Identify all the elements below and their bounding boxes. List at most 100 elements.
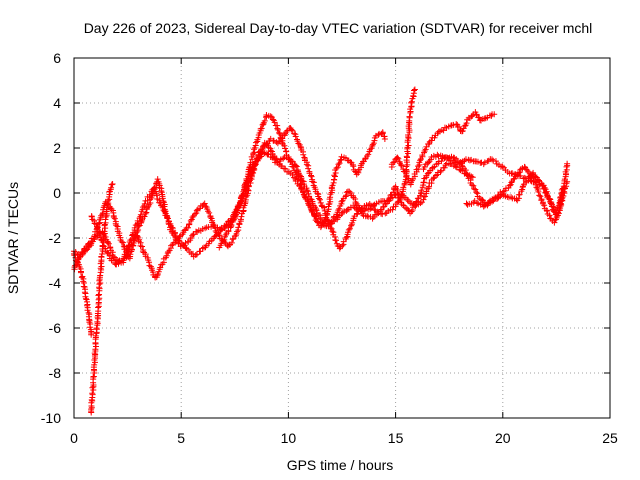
data-point (355, 168, 362, 175)
data-point (168, 242, 175, 249)
data-point (193, 207, 200, 214)
data-point (311, 212, 318, 219)
data-point (159, 204, 166, 211)
data-point (544, 208, 551, 215)
data-point (481, 159, 488, 166)
data-point (375, 131, 382, 138)
data-point (434, 169, 441, 176)
data-point (560, 193, 567, 200)
data-point (408, 99, 415, 106)
y-tick-label: 0 (53, 185, 61, 201)
data-point (305, 165, 312, 172)
gridlines (74, 58, 610, 418)
data-point (93, 325, 100, 332)
data-point (405, 135, 412, 142)
data-point (343, 234, 350, 241)
data-point (489, 156, 496, 163)
data-point (241, 181, 248, 188)
data-point (456, 123, 463, 130)
data-point (257, 149, 264, 156)
data-point (547, 196, 554, 203)
data-point (235, 201, 242, 208)
y-tick-label: -2 (49, 230, 62, 246)
data-point (535, 188, 542, 195)
data-point (563, 163, 570, 170)
data-point (539, 200, 546, 207)
data-point (464, 172, 471, 179)
data-point (506, 182, 513, 189)
data-point (339, 209, 346, 216)
data-point (227, 224, 234, 231)
data-point (295, 140, 302, 147)
data-point (471, 185, 478, 192)
data-point (172, 233, 179, 240)
data-point (564, 178, 571, 185)
data-point (238, 192, 245, 199)
data-point (408, 208, 415, 215)
data-point (321, 207, 328, 214)
data-point (397, 161, 404, 168)
data-point (321, 204, 328, 211)
data-point (280, 155, 287, 162)
data-point (187, 217, 194, 224)
data-point (249, 164, 256, 171)
data-point (387, 192, 394, 199)
data-point (199, 245, 206, 252)
data-point (303, 161, 310, 168)
data-point (541, 184, 548, 191)
data-point (329, 217, 336, 224)
data-point (329, 228, 336, 235)
data-point (108, 181, 115, 188)
x-tick-label: 0 (70, 430, 78, 446)
data-point (89, 390, 96, 397)
data-point (377, 207, 384, 214)
series-track-9 (463, 163, 571, 226)
data-point (261, 117, 268, 124)
data-point (373, 200, 380, 207)
data-point (415, 195, 422, 202)
data-point (137, 211, 144, 218)
data-point (516, 169, 523, 176)
data-point (476, 114, 483, 121)
data-point (405, 142, 412, 149)
data-point (164, 215, 171, 222)
y-tick-label: 2 (53, 140, 61, 156)
data-point (256, 154, 263, 161)
data-point (282, 145, 289, 152)
data-point (339, 242, 346, 249)
data-point (298, 175, 305, 182)
data-point (131, 224, 138, 231)
data-point (268, 148, 275, 155)
data-point (536, 181, 543, 188)
data-point (102, 245, 109, 252)
data-point (348, 222, 355, 229)
data-point (428, 137, 435, 144)
data-point (157, 200, 164, 207)
data-point (422, 146, 429, 153)
data-point (316, 196, 323, 203)
data-point (139, 243, 146, 250)
data-point (273, 139, 280, 146)
data-point (397, 196, 404, 203)
data-point (82, 295, 89, 302)
data-point (109, 181, 116, 187)
data-point (516, 191, 523, 198)
data-point (365, 151, 372, 158)
data-point (130, 229, 137, 236)
data-point (186, 220, 193, 227)
data-point (289, 171, 296, 178)
data-point (417, 157, 424, 164)
data-point (283, 129, 290, 136)
data-point (470, 182, 477, 189)
data-point (258, 148, 265, 155)
data-point (80, 278, 87, 285)
data-point (119, 239, 126, 246)
data-point (126, 242, 133, 249)
data-point (105, 240, 112, 247)
data-point (292, 133, 299, 140)
data-point (218, 240, 225, 247)
data-point (337, 157, 344, 164)
x-tick-label: 5 (177, 430, 185, 446)
x-axis-label: GPS time / hours (287, 457, 394, 473)
